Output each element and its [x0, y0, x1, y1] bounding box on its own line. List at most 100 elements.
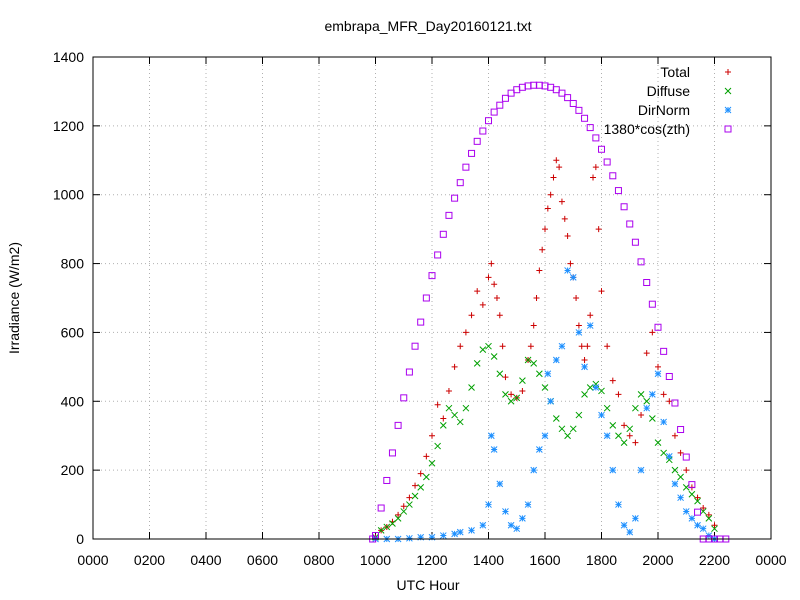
data-point — [603, 158, 611, 166]
data-point — [626, 220, 634, 228]
data-point — [501, 94, 509, 102]
x-tick-label: 1600 — [529, 552, 560, 568]
data-point — [705, 511, 712, 518]
data-point — [490, 446, 498, 453]
data-point — [479, 127, 487, 135]
data-point — [677, 473, 684, 481]
data-point — [575, 411, 583, 419]
data-point — [584, 343, 591, 350]
data-point — [643, 404, 651, 412]
data-point — [711, 525, 718, 533]
data-point — [383, 523, 391, 531]
data-point — [581, 363, 588, 371]
data-point — [648, 391, 656, 398]
data-point — [609, 172, 617, 180]
x-tick-label: 0000 — [755, 552, 786, 568]
data-point — [541, 432, 549, 440]
data-point — [473, 360, 481, 367]
data-point — [677, 494, 684, 502]
chart-title: embrapa_MFR_Day20160121.txt — [324, 18, 531, 34]
data-point — [533, 295, 540, 301]
y-tick-label: 200 — [61, 462, 85, 478]
data-point — [654, 439, 662, 446]
data-point — [411, 492, 419, 500]
data-point — [507, 521, 515, 529]
data-point — [682, 453, 690, 461]
data-point — [502, 374, 509, 381]
series-markers — [369, 81, 730, 543]
data-point — [429, 432, 435, 439]
data-point — [400, 508, 408, 515]
x-tick-label: 0600 — [247, 552, 278, 568]
legend-marker — [725, 69, 731, 75]
data-point — [699, 508, 707, 515]
y-axis-label: Irradiance (W/m2) — [6, 242, 22, 354]
data-point — [592, 384, 600, 391]
legend-marker — [724, 87, 732, 95]
data-point — [626, 425, 634, 433]
data-point — [530, 360, 538, 367]
data-point — [513, 86, 521, 94]
data-point — [688, 490, 696, 498]
data-point — [434, 401, 441, 408]
x-tick-label: 2200 — [699, 552, 730, 568]
data-point — [479, 346, 487, 353]
data-point — [456, 528, 464, 536]
data-point — [434, 442, 442, 450]
data-point — [530, 322, 537, 329]
data-point — [485, 274, 492, 281]
data-point — [581, 114, 589, 122]
data-point — [487, 432, 495, 440]
x-tick-label: 0200 — [134, 552, 165, 568]
data-point — [648, 415, 656, 422]
data-point — [626, 432, 633, 439]
data-point — [428, 272, 436, 280]
data-point — [519, 377, 526, 384]
data-point — [598, 387, 605, 395]
x-axis-label: UTC Hour — [396, 577, 459, 593]
legend: Total Diffuse DirNorm 1380*cos(zth) — [604, 64, 732, 137]
x-tick-label: 1800 — [586, 552, 617, 568]
data-point — [530, 81, 538, 89]
data-point — [474, 288, 481, 295]
data-point — [535, 370, 543, 378]
data-point — [595, 226, 602, 233]
data-point — [694, 497, 701, 505]
data-point — [507, 89, 515, 97]
data-point — [456, 418, 464, 426]
y-tick-label: 600 — [61, 324, 85, 340]
data-point — [558, 89, 566, 97]
data-point — [527, 343, 534, 350]
data-point — [451, 411, 458, 419]
data-point — [643, 350, 650, 357]
data-point — [468, 527, 475, 534]
data-point — [411, 342, 419, 350]
data-point — [564, 233, 571, 240]
legend-label: Diffuse — [647, 83, 691, 99]
data-point — [439, 422, 447, 429]
data-point — [507, 397, 515, 405]
data-point — [573, 295, 580, 301]
data-point — [508, 391, 515, 398]
x-tick-label: 0400 — [190, 552, 221, 568]
legend-label: DirNorm — [638, 102, 690, 118]
data-point — [564, 94, 572, 102]
data-point — [524, 82, 532, 90]
data-point — [665, 372, 673, 380]
data-point — [496, 101, 504, 109]
data-point — [440, 415, 447, 422]
data-point — [575, 322, 582, 329]
data-point — [558, 342, 566, 350]
data-point — [383, 476, 391, 484]
data-point — [377, 504, 385, 512]
data-point — [519, 387, 526, 394]
data-point — [699, 525, 707, 533]
data-point — [550, 174, 557, 181]
data-point — [542, 226, 548, 233]
data-point — [677, 449, 684, 456]
data-point — [496, 370, 504, 378]
data-point — [586, 124, 594, 132]
data-point — [406, 534, 413, 542]
